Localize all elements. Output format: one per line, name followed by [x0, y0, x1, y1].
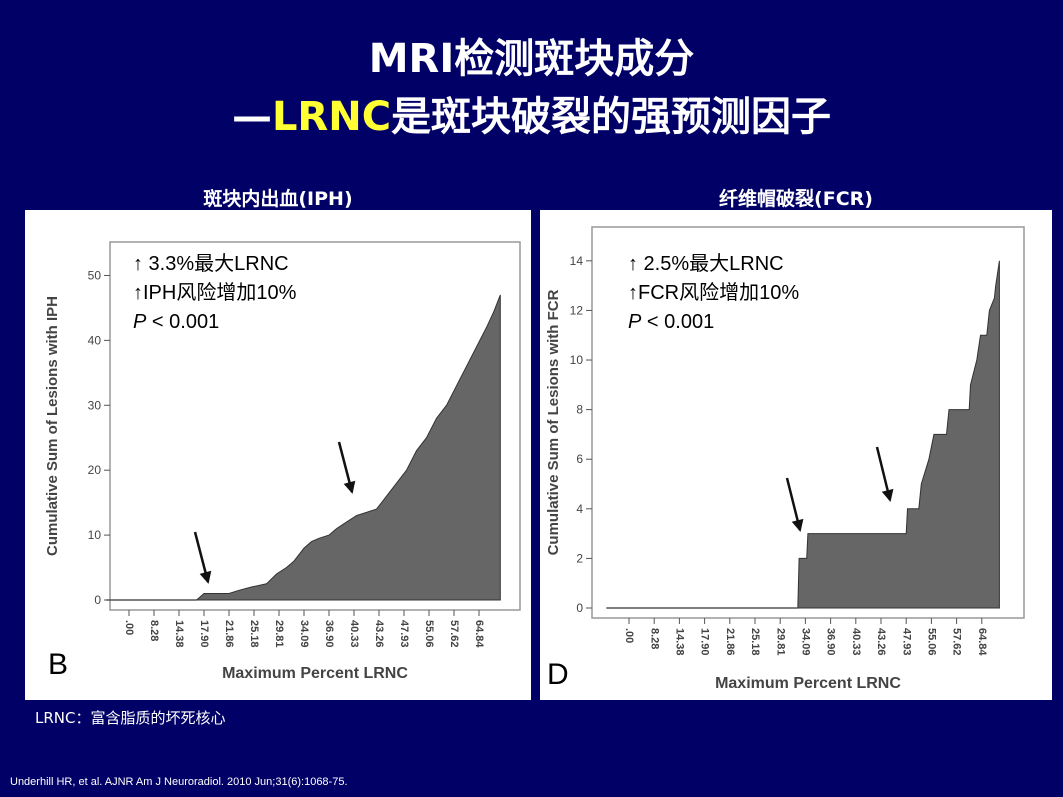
fcr-p-rest: < 0.001: [641, 311, 715, 333]
y-tick-label: 10: [88, 528, 102, 542]
x-tick-label: 29.81: [273, 620, 285, 648]
x-tick-label: 36.90: [825, 628, 837, 656]
x-tick-label: 36.90: [323, 620, 335, 648]
x-tick-label: 25.18: [749, 628, 761, 656]
y-tick-label: 12: [570, 303, 584, 317]
fcr-p-symbol: P: [628, 311, 642, 333]
y-tick-label: 50: [88, 268, 102, 282]
title-dash: —: [231, 94, 272, 140]
y-tick-label: 2: [576, 551, 583, 565]
annotation-arrow-head: [791, 518, 804, 532]
iph-ann-pvalue: P < 0.001: [133, 308, 296, 337]
iph-ann-line2: ↑IPH风险增加10%: [133, 282, 297, 304]
y-axis-label: Cumulative Sum of Lesions with FCR: [545, 289, 562, 555]
y-tick-label: 8: [576, 403, 583, 417]
iph-ann-line1: ↑ 3.3%最大LRNC: [133, 253, 289, 275]
y-tick-label: 14: [570, 254, 584, 268]
lrnc-definition-note: LRNC：富含脂质的坏死核心: [35, 709, 226, 727]
title-highlight: LRNC: [271, 94, 392, 140]
iph-annotation: ↑ 3.3%最大LRNC ↑IPH风险增加10% P < 0.001: [133, 250, 296, 337]
slide-title-line1: MRI检测斑块成分: [368, 36, 695, 82]
y-tick-label: 4: [576, 502, 583, 516]
fcr-annotation: ↑ 2.5%最大LRNC ↑FCR风险增加10% P < 0.001: [628, 250, 799, 337]
y-tick-label: 40: [88, 333, 102, 347]
x-tick-label: 17.90: [699, 628, 711, 656]
x-tick-label: 47.93: [900, 628, 912, 656]
citation: Underhill HR, et al. AJNR Am J Neuroradi…: [10, 776, 348, 788]
y-tick-label: 30: [88, 398, 102, 412]
y-tick-label: 0: [576, 601, 583, 615]
y-tick-label: 6: [576, 452, 583, 466]
panel-label-d: D: [547, 658, 569, 691]
fcr-chart-svg: 0 2 4 6 8 10 12 14 .00 8.28 14.38 17.90 21.86 25.18 29…: [545, 226, 1025, 692]
y-tick-label: 0: [94, 593, 101, 607]
x-tick-label: 25.18: [248, 620, 260, 648]
x-tick-label: 14.38: [673, 628, 685, 656]
x-tick-label: 21.86: [223, 620, 235, 648]
x-tick-label: 29.81: [774, 628, 786, 656]
cumulative-area: [797, 260, 1000, 609]
fcr-ann-pvalue: P < 0.001: [628, 308, 799, 337]
chart-panel-iph: 0 10 20 30 40 50 .00 8.28 14.38 17.90 21.86 25.18 29…: [25, 210, 531, 700]
x-tick-label: 34.09: [298, 620, 310, 648]
panel-d-heading: 纤维帽破裂(FCR): [719, 188, 873, 210]
fcr-ann-line2: ↑FCR风险增加10%: [628, 282, 800, 304]
x-tick-label: .00: [623, 628, 635, 643]
x-tick-label: 43.26: [373, 620, 385, 648]
x-tick-label: 14.38: [173, 620, 185, 648]
y-tick-label: 20: [88, 463, 102, 477]
x-axis-label: Maximum Percent LRNC: [222, 665, 408, 682]
iph-chart-svg: 0 10 20 30 40 50 .00 8.28 14.38 17.90 21.86 25.18 29…: [44, 241, 521, 682]
annotation-arrow-head: [199, 570, 212, 584]
annotation-arrow-head: [881, 488, 894, 502]
x-tick-label: 55.06: [925, 628, 937, 656]
slide-title-line2: —LRNC是斑块破裂的强预测因子: [0, 84, 1063, 142]
panel-b-heading: 斑块内出血(IPH): [203, 188, 353, 210]
annotation-arrow-head: [343, 480, 356, 494]
iph-p-symbol: P: [133, 311, 147, 333]
x-tick-label: 43.26: [875, 628, 887, 656]
cumulative-area: [195, 294, 501, 601]
x-tick-label: 21.86: [724, 628, 736, 656]
iph-p-rest: < 0.001: [146, 311, 220, 333]
y-tick-label: 10: [570, 353, 584, 367]
x-tick-label: 40.33: [348, 620, 360, 648]
x-tick-label: 8.28: [648, 628, 660, 649]
y-axis-label: Cumulative Sum of Lesions with IPH: [44, 296, 61, 556]
x-tick-label: 34.09: [799, 628, 811, 656]
x-tick-label: 57.62: [951, 628, 963, 656]
panel-label-b: B: [48, 648, 69, 681]
x-tick-label: 57.62: [448, 620, 460, 648]
title-rest: 是斑块破裂的强预测因子: [391, 94, 832, 140]
x-tick-label: 8.28: [148, 620, 160, 641]
chart-panel-fcr: 0 2 4 6 8 10 12 14 .00 8.28 14.38 17.90 21.86 25.18 29…: [540, 210, 1052, 700]
x-tick-label: 64.84: [473, 620, 485, 648]
x-tick-label: 47.93: [398, 620, 410, 648]
x-tick-label: 17.90: [198, 620, 210, 648]
x-tick-label: .00: [123, 620, 135, 635]
x-tick-label: 64.84: [976, 628, 988, 656]
x-tick-label: 40.33: [850, 628, 862, 656]
x-axis-label: Maximum Percent LRNC: [715, 675, 901, 692]
fcr-ann-line1: ↑ 2.5%最大LRNC: [628, 253, 784, 275]
x-tick-label: 55.06: [423, 620, 435, 648]
